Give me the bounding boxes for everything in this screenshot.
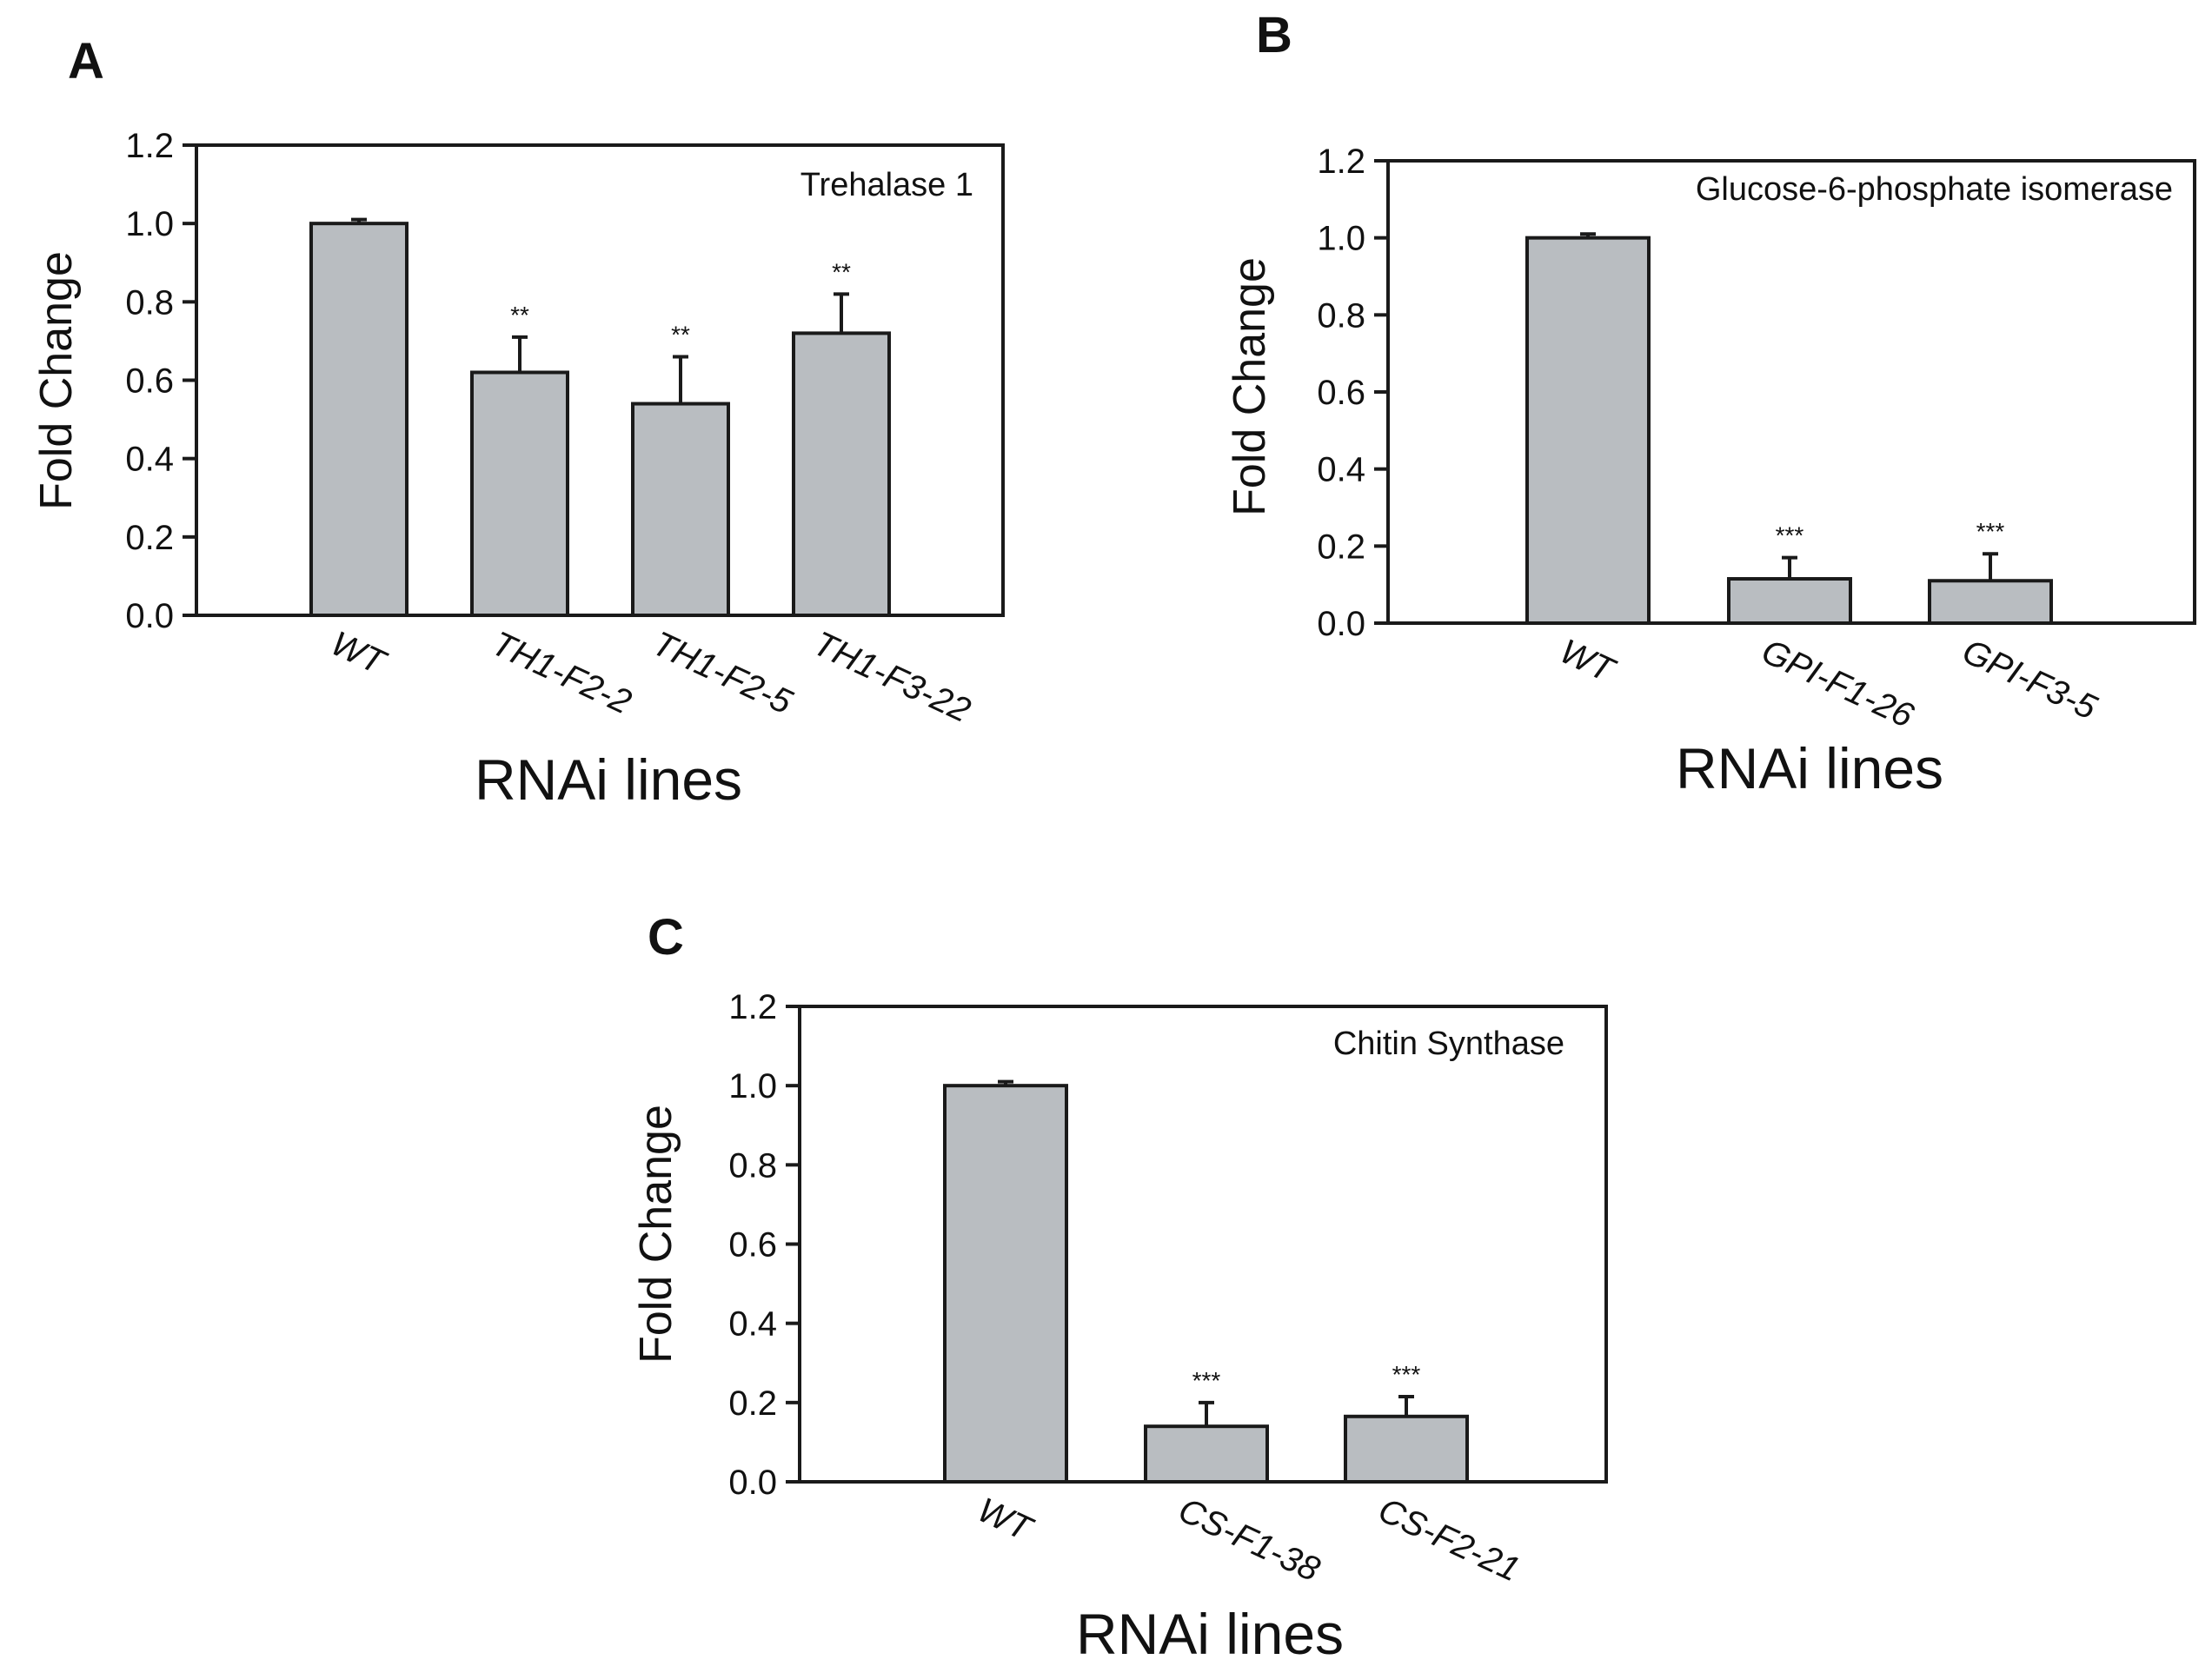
bar xyxy=(792,331,891,617)
gene-annotation: Trehalase 1 xyxy=(800,167,973,203)
category-label: GPI-F3-5 xyxy=(1956,632,2102,727)
y-tick-label: 1.2 xyxy=(1317,143,1365,181)
y-tick-label: 0.2 xyxy=(125,519,174,557)
bar xyxy=(309,222,409,617)
significance-label: *** xyxy=(1776,522,1804,549)
y-tick-label: 1.2 xyxy=(125,127,174,165)
panel-b: B Glucose-6-phosphate isomerase RNAi lin… xyxy=(1225,7,2196,800)
category-label: TH1-F2-2 xyxy=(486,624,637,721)
y-axis-title: Fold Change xyxy=(631,1105,681,1364)
bar xyxy=(631,402,730,617)
y-axis-title: Fold Change xyxy=(1225,257,1275,516)
panel-c: C Chitin Synthase RNAi lines Fold Change… xyxy=(631,909,1608,1666)
y-tick-label: 0.2 xyxy=(728,1384,777,1423)
significance-label: *** xyxy=(1976,518,2005,545)
y-tick-label: 0.4 xyxy=(728,1305,777,1344)
x-axis-title: RNAi lines xyxy=(1676,736,1943,800)
significance-label: ** xyxy=(671,321,690,348)
y-tick-label: 0.0 xyxy=(125,597,174,635)
category-label: WT xyxy=(972,1490,1039,1549)
y-tick-label: 0.4 xyxy=(125,441,174,479)
bar xyxy=(1144,1424,1269,1484)
y-tick-label: 0.8 xyxy=(728,1146,777,1185)
y-tick-label: 0.0 xyxy=(728,1464,777,1502)
panel-letter: B xyxy=(1256,7,1292,63)
panel-a: A Trehalase 1 RNAi lines Fold Change 0.0… xyxy=(31,33,1005,812)
category-label: CS-F1-38 xyxy=(1172,1490,1325,1589)
category-label: WT xyxy=(325,624,392,682)
bar xyxy=(1525,236,1651,625)
plot-frame xyxy=(798,1005,1608,1484)
y-tick-label: 0.4 xyxy=(1317,451,1365,489)
category-label: TH1-F3-22 xyxy=(807,624,976,730)
y-tick-label: 1.0 xyxy=(1317,220,1365,258)
bar xyxy=(470,370,569,617)
y-axis-title: Fold Change xyxy=(31,251,82,510)
y-tick-label: 0.6 xyxy=(1317,374,1365,412)
significance-label: ** xyxy=(832,258,851,285)
bar xyxy=(1344,1414,1469,1484)
category-label: GPI-F1-26 xyxy=(1756,632,1920,735)
gene-annotation: Glucose-6-phosphate isomerase xyxy=(1696,171,2173,208)
y-tick-label: 0.8 xyxy=(1317,296,1365,335)
panel-letter: C xyxy=(648,909,684,966)
y-tick-label: 0.8 xyxy=(125,283,174,322)
y-tick-label: 0.6 xyxy=(125,362,174,401)
y-tick-label: 1.0 xyxy=(125,205,174,243)
category-label: CS-F2-21 xyxy=(1372,1490,1525,1589)
panel-letter: A xyxy=(68,33,104,90)
y-tick-label: 1.0 xyxy=(728,1067,777,1105)
gene-annotation: Chitin Synthase xyxy=(1333,1026,1564,1062)
category-label: TH1-F2-5 xyxy=(647,624,798,722)
y-tick-label: 1.2 xyxy=(728,988,777,1026)
significance-label: ** xyxy=(510,302,529,329)
significance-label: *** xyxy=(1192,1367,1221,1394)
category-label: WT xyxy=(1554,632,1621,690)
significance-label: *** xyxy=(1392,1361,1421,1388)
bar xyxy=(1727,577,1852,625)
plot-frame xyxy=(1386,159,2196,625)
y-tick-label: 0.2 xyxy=(1317,528,1365,566)
x-axis-title: RNAi lines xyxy=(475,747,742,812)
y-tick-label: 0.6 xyxy=(728,1226,777,1265)
bar xyxy=(1928,579,2053,626)
x-axis-title: RNAi lines xyxy=(1076,1602,1344,1666)
bar xyxy=(943,1084,1068,1484)
y-tick-label: 0.0 xyxy=(1317,605,1365,643)
